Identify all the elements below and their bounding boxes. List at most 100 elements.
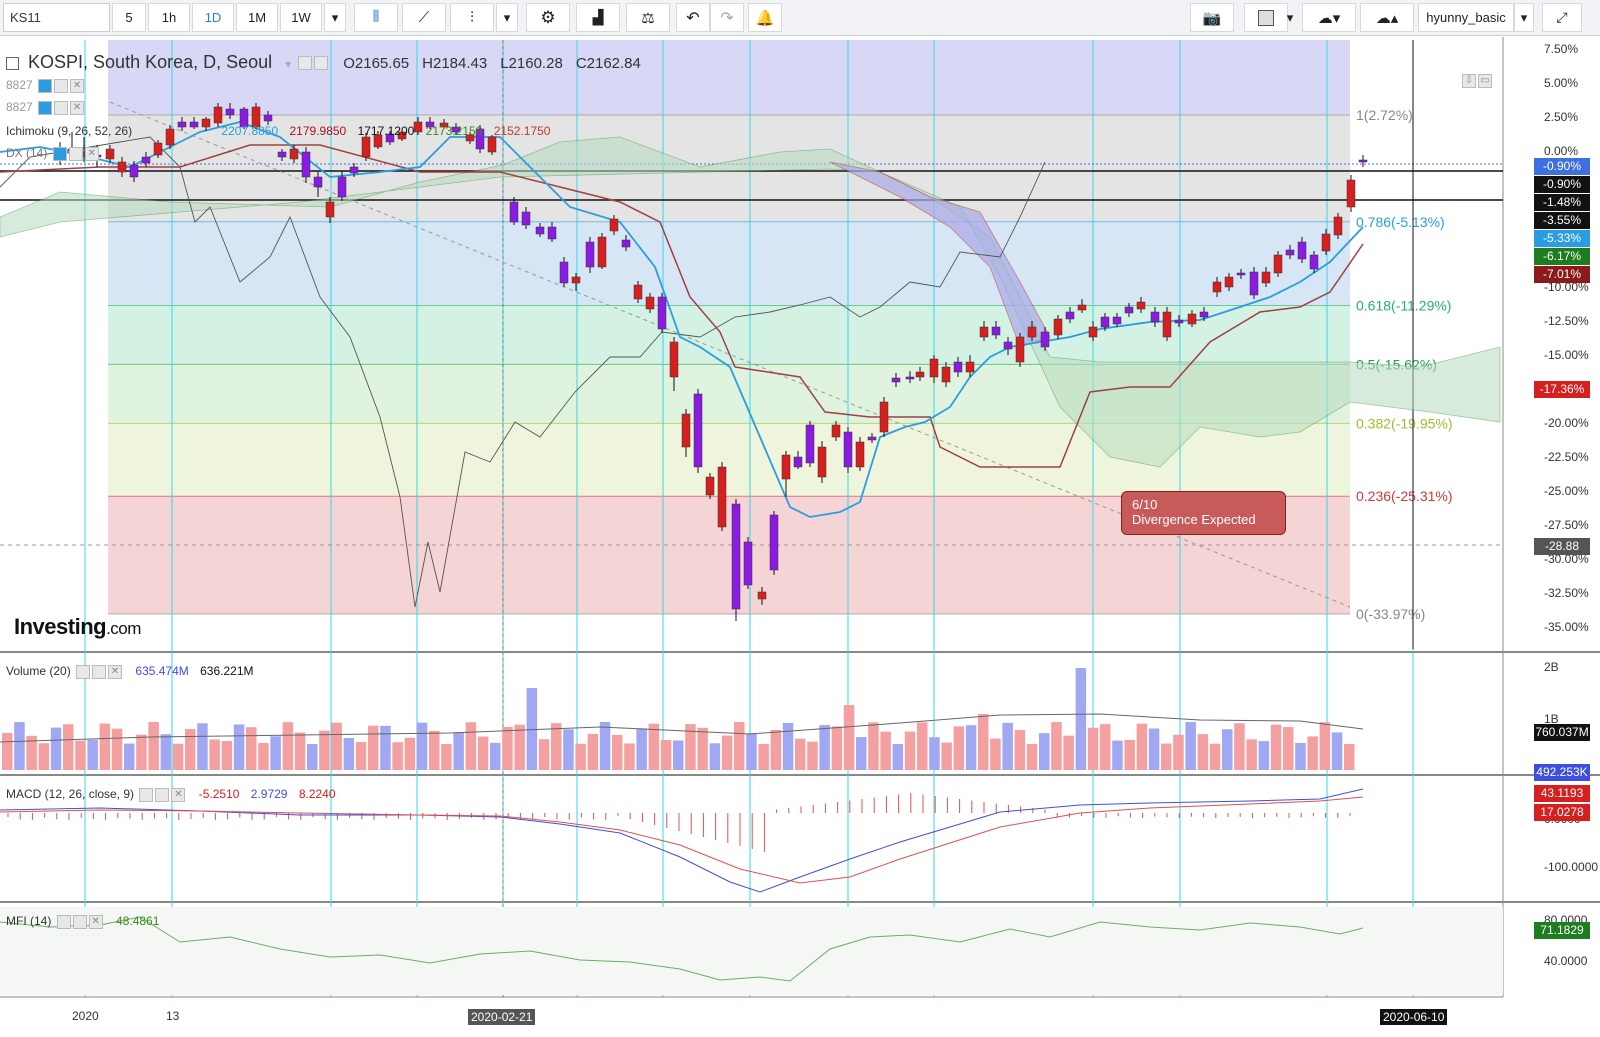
volume-bar <box>233 724 245 770</box>
eye-icon[interactable] <box>76 664 91 679</box>
interval-dropdown-icon[interactable]: ▾ <box>324 3 346 32</box>
price-axis-label: -27.50% <box>1544 518 1589 532</box>
redo-icon[interactable]: ↷ <box>710 3 744 32</box>
candle-body <box>1199 311 1209 318</box>
volume-bar <box>1319 722 1331 770</box>
ichimoku-legend: Ichimoku (9, 26, 52, 26) 2207.8850 2179.… <box>6 124 550 138</box>
cloud-download-icon[interactable]: ☁▾ <box>1302 3 1356 32</box>
candle-body <box>1112 316 1122 325</box>
candle-body <box>475 128 485 150</box>
close-icon[interactable]: ✕ <box>70 78 85 93</box>
settings-icon[interactable] <box>68 146 83 161</box>
volume-tag-2: 492.253K <box>1534 764 1590 781</box>
candle-body <box>263 114 273 122</box>
scale-icon[interactable]: ⚖ <box>626 3 670 32</box>
eye-icon[interactable] <box>139 787 154 802</box>
close-icon[interactable]: ✕ <box>108 664 123 679</box>
volume-bar <box>1295 742 1306 770</box>
eye-icon[interactable] <box>38 78 53 93</box>
volume-bar <box>75 740 86 770</box>
account-button[interactable]: hyunny_basic <box>1418 3 1514 32</box>
interval-1m-button[interactable]: 1M <box>236 3 278 32</box>
volume-bar <box>563 729 574 770</box>
volume-bar <box>502 726 513 770</box>
chart-type-dropdown-icon[interactable]: ▾ <box>496 3 518 32</box>
volume-bar <box>978 714 989 770</box>
candles-icon[interactable]: ⫴ <box>354 3 398 32</box>
volume-bar <box>551 723 562 770</box>
volume-bar <box>343 738 355 770</box>
chart-area[interactable]: 1(2.72%) 0.786(-5.13%) 0.618(-11.29%) 0.5(-… <box>0 37 1600 1032</box>
title-dropdown-icon[interactable]: ▾ <box>285 57 292 71</box>
volume-bar <box>282 722 294 770</box>
account-dropdown-icon[interactable]: ▾ <box>1514 3 1534 32</box>
fullscreen-icon[interactable]: ⤢ <box>1542 3 1582 32</box>
close-icon[interactable]: ✕ <box>88 914 103 929</box>
volume-bar <box>1075 668 1087 770</box>
settings-icon[interactable] <box>72 914 87 929</box>
volume-bar <box>319 730 330 770</box>
fib-band <box>108 221 1350 306</box>
settings-icon[interactable] <box>155 787 170 802</box>
divergence-annotation[interactable]: 6/10 Divergence Expected <box>1121 491 1286 535</box>
chart-canvas[interactable]: 1(2.72%)0.786(-5.13%)0.618(-11.29%)0.5(-… <box>0 37 1600 1032</box>
cloud-upload-icon[interactable]: ☁▴ <box>1360 3 1414 32</box>
volume-bar <box>63 724 74 770</box>
indicators-icon[interactable]: ▟ <box>576 3 620 32</box>
close-icon[interactable]: ✕ <box>84 146 99 161</box>
interval-1w-button[interactable]: 1W <box>280 3 322 32</box>
settings-icon[interactable] <box>54 78 69 93</box>
interval-1h-button[interactable]: 1h <box>148 3 190 32</box>
settings-icon[interactable] <box>314 56 329 71</box>
volume-bar <box>111 728 123 770</box>
candle-body <box>1309 254 1319 270</box>
eye-icon[interactable] <box>52 146 67 161</box>
volume-bar <box>746 733 757 770</box>
price-tag: -5.33% <box>1534 230 1590 247</box>
volume-bar <box>843 705 855 770</box>
eye-icon[interactable] <box>298 56 313 71</box>
volume-bar <box>758 743 769 770</box>
volume-axis-2b: 2B <box>1544 660 1559 674</box>
volume-bar <box>612 734 623 770</box>
candle-body <box>337 176 347 198</box>
fib-level-label: 0(-33.97%) <box>1356 606 1425 622</box>
candle-body <box>177 121 187 128</box>
settings-icon[interactable] <box>92 664 107 679</box>
volume-bar <box>136 734 147 770</box>
candle-body <box>487 136 497 153</box>
collapse-icon[interactable] <box>6 56 19 70</box>
bars-icon[interactable]: ⫶ <box>450 3 494 32</box>
close-icon[interactable]: ✕ <box>171 787 186 802</box>
price-tag: -6.17% <box>1534 248 1590 265</box>
candle-body <box>1273 254 1283 274</box>
volume-bar <box>99 723 111 770</box>
eye-icon[interactable] <box>38 100 53 115</box>
alert-icon[interactable]: 🔔 <box>748 3 782 32</box>
study-row: 8827 ✕ <box>6 78 85 93</box>
gear-icon[interactable]: ⚙ <box>526 3 570 32</box>
settings-icon[interactable] <box>54 100 69 115</box>
interval-5-button[interactable]: 5 <box>112 3 146 32</box>
volume-bar <box>575 743 586 770</box>
move-down-icon[interactable]: ⇩ <box>1462 73 1476 88</box>
template-icon[interactable] <box>1244 3 1288 32</box>
template-dropdown-icon[interactable]: ▾ <box>1286 9 1294 25</box>
camera-icon[interactable]: 📷 <box>1190 3 1234 32</box>
ichimoku-value-kijun: 2179.9850 <box>289 124 347 138</box>
line-chart-icon[interactable]: ⟋ <box>402 3 446 32</box>
close-icon[interactable]: ✕ <box>70 100 85 115</box>
candle-body <box>979 326 989 338</box>
maximize-icon[interactable]: ▭ <box>1478 73 1492 88</box>
undo-icon[interactable]: ↶ <box>676 3 710 32</box>
candle-body <box>1150 311 1160 323</box>
fib-level-label: 0.618(-11.29%) <box>1356 298 1451 314</box>
eye-icon[interactable] <box>56 914 71 929</box>
interval-1d-button[interactable]: 1D <box>192 3 234 32</box>
volume-bar <box>929 737 940 770</box>
volume-bar <box>1173 734 1184 770</box>
symbol-input[interactable]: KS11 <box>3 3 110 32</box>
ohlc-high: H2184.43 <box>422 55 488 72</box>
candle-body <box>657 296 667 330</box>
candle-body <box>1053 318 1063 336</box>
